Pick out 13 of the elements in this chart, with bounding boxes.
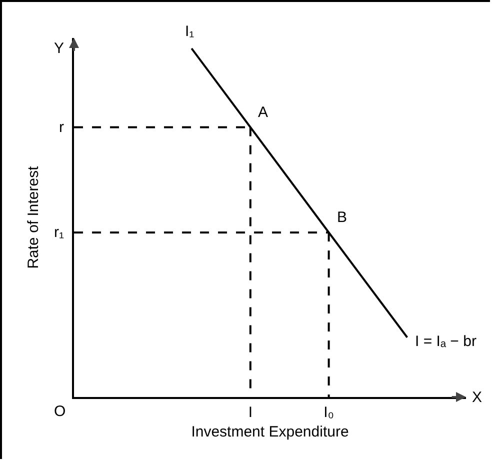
x-axis-title: Investment Expenditure bbox=[191, 424, 349, 440]
annotation: A bbox=[258, 104, 268, 121]
text: Y bbox=[54, 40, 64, 57]
text: r₁ bbox=[54, 224, 64, 241]
annotation: I = Iₐ − br bbox=[415, 333, 476, 350]
y-axis-title: Rate of Interest bbox=[24, 165, 42, 269]
x-tick-label: I₀ bbox=[324, 404, 334, 421]
annotation: B bbox=[337, 209, 348, 226]
text: O bbox=[54, 403, 66, 420]
text: r bbox=[59, 119, 64, 136]
x-tick-label: I bbox=[248, 404, 252, 421]
text: I₁ bbox=[185, 23, 194, 40]
text: X bbox=[472, 389, 482, 406]
